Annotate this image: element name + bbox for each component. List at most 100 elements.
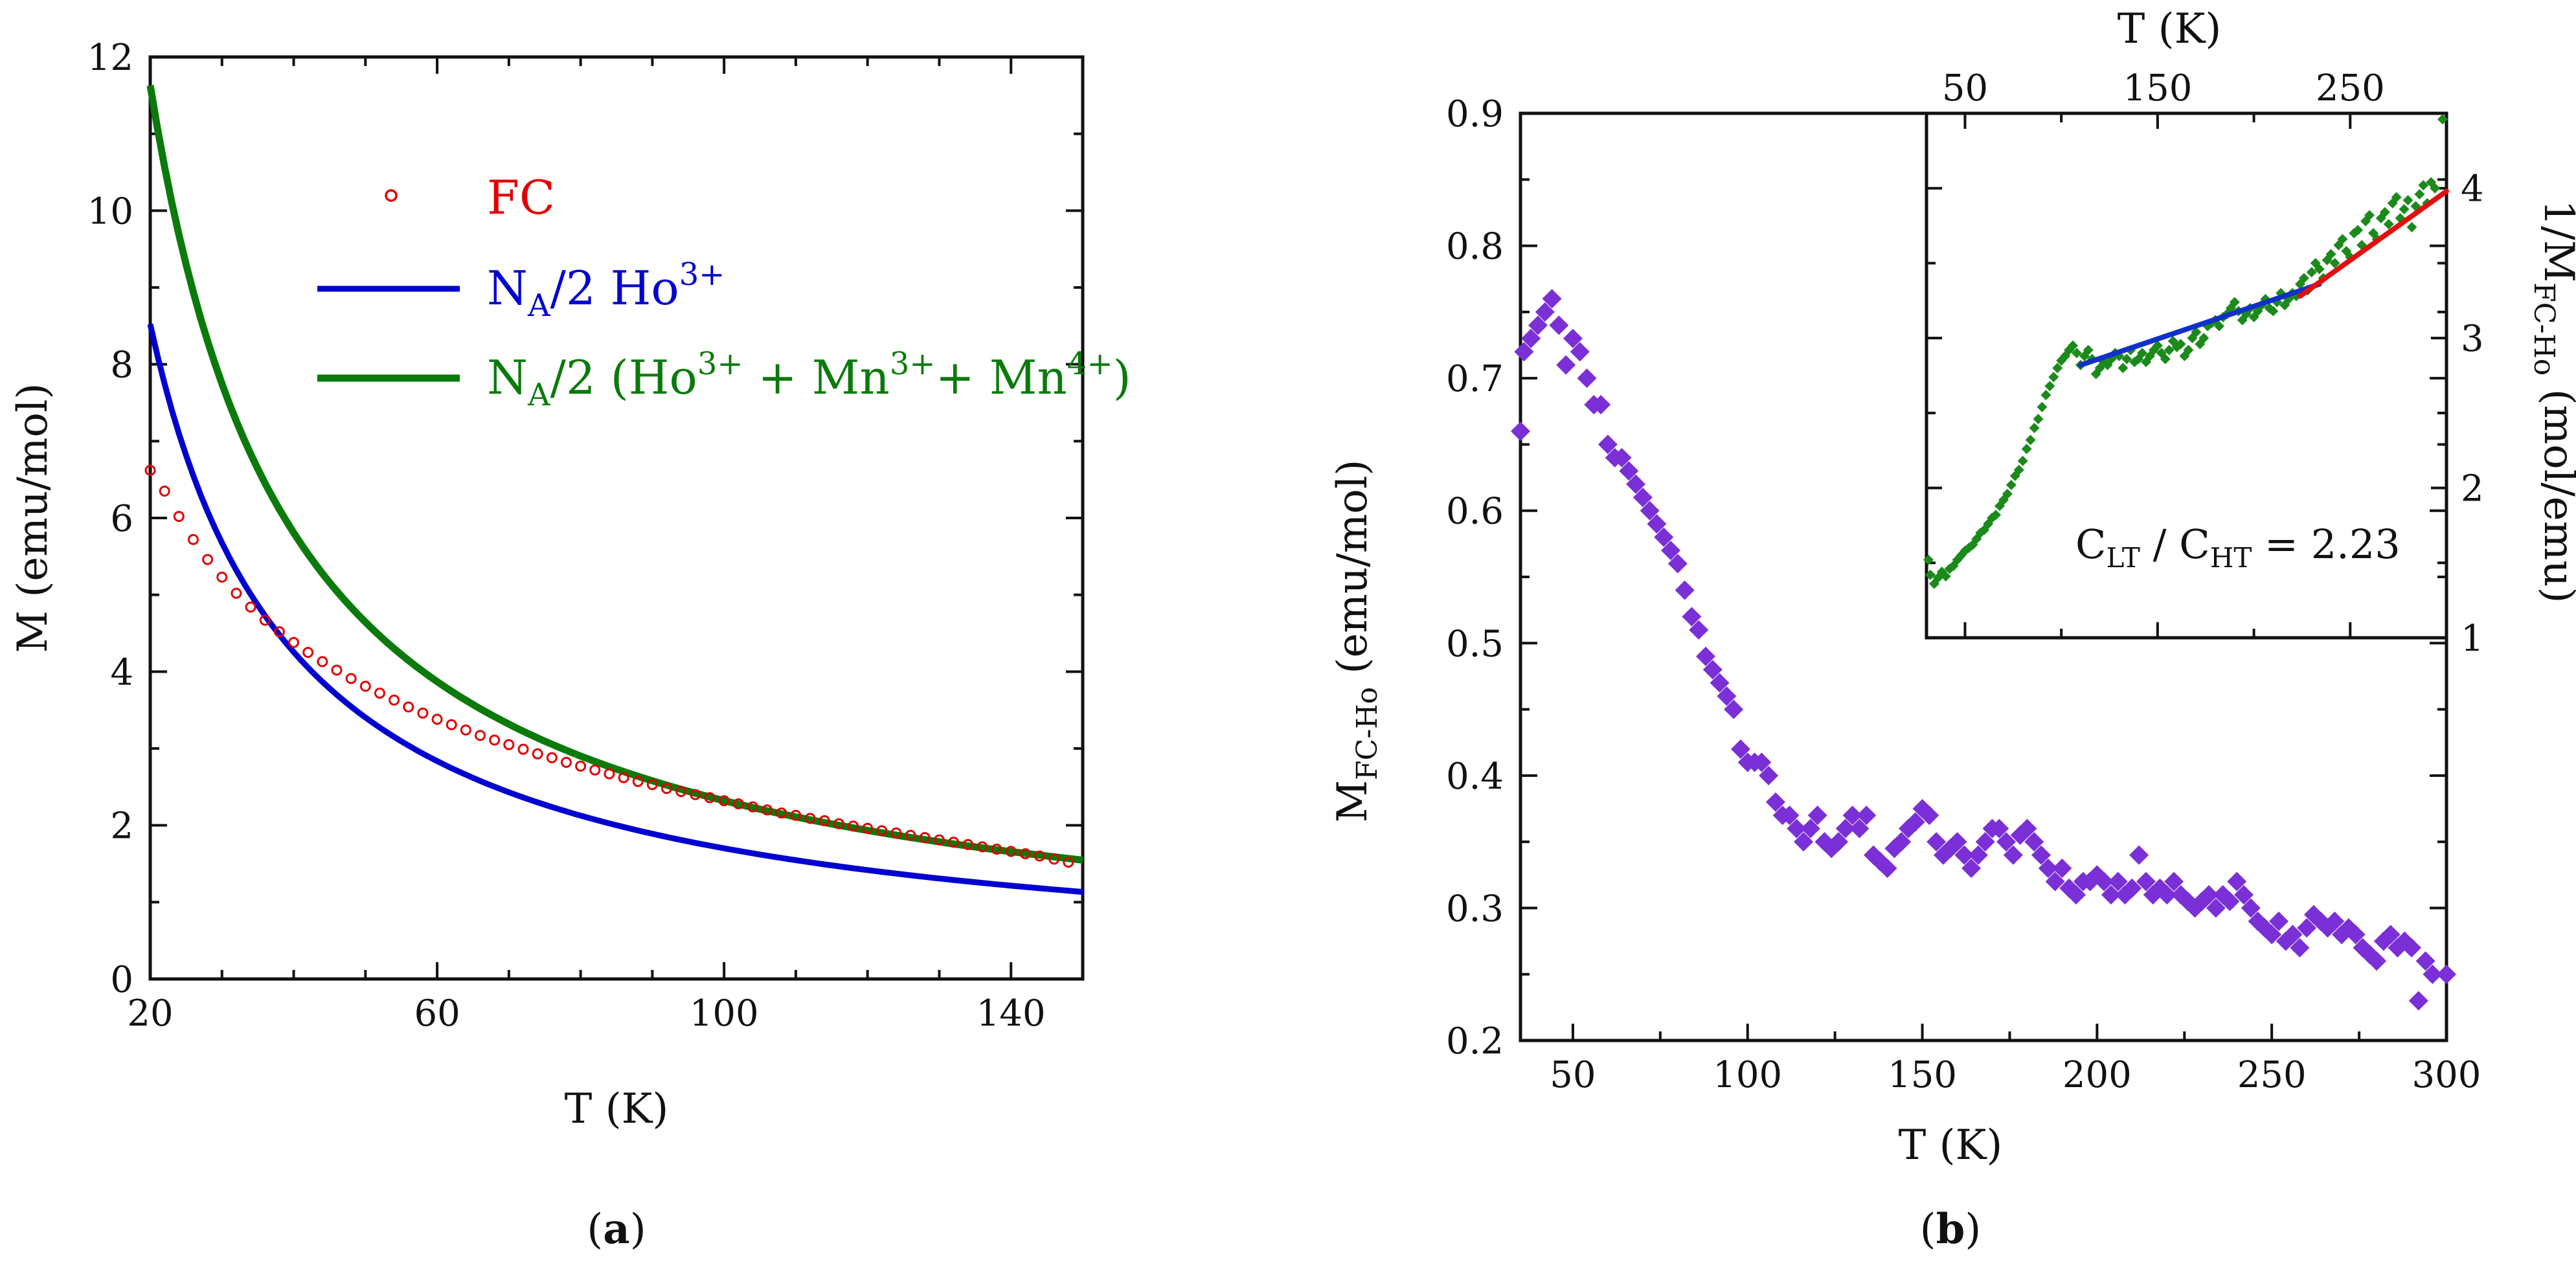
panel-a-fc-point [417,707,429,719]
inset-data-point [1925,569,1936,580]
panel-b-data-point [1892,832,1912,852]
panel-b-data-point [1842,805,1862,826]
inset-data-point [2325,249,2336,260]
panel-a-fc-point [661,783,673,794]
inset-data-point [2002,488,2013,499]
panel-b-data-point [1556,355,1576,375]
panel-a-fc-point [1019,848,1031,860]
panel-a-fc-point [187,534,199,545]
panel-a-fc-point [288,636,300,648]
panel-b-data-point [2345,925,2366,945]
panel-b-data-point [2017,818,2037,838]
panel-b-data-point [2052,859,2072,879]
panel-b-data-point [2283,925,2303,945]
panel-b-data-point [1996,832,2017,852]
panel-a-fc-point [732,798,744,809]
panel-b-data-point [1877,859,1897,879]
panel-a-fc-point [216,571,228,583]
panel-b-data-point [1905,812,1925,832]
panel-a-xtick-label: 60 [414,993,460,1035]
panel-b-data-point [1514,342,1534,362]
panel-b-data-point [2157,884,2177,905]
panel-a-fc-point [560,756,572,768]
panel-b-data-point [1787,818,1807,838]
panel-b-ytick-label: 0.7 [1446,358,1504,400]
inset-data-point [2137,348,2148,359]
inset-frame [1925,111,2448,640]
panel-b-data-point [1640,501,1660,521]
panel-b-ytick-label: 0.4 [1446,756,1504,798]
panel-b-data-point [2129,845,2149,865]
panel-b-xtick-label: 200 [2062,1054,2132,1096]
panel-b-data-point [2038,859,2058,879]
inset-data-point [2048,372,2059,383]
inset-data-point [2021,444,2032,455]
panel-b-data-point [1724,699,1744,719]
panel-a-fc-point [1048,853,1060,865]
panel-a-xlabel: T (K) [565,1085,669,1133]
panel-a-fc-point [331,664,343,676]
panel-b-data-point [2380,925,2401,945]
panel-a-fc-point [231,587,242,599]
panel-b-data-point [2122,878,2142,898]
panel-b-data-point [1521,328,1541,348]
legend-fc-label: FC [487,170,555,225]
panel-b-data-point [1647,514,1667,534]
panel-a-fc-point [618,772,629,783]
panel-a-ytick-label: 6 [110,498,133,540]
panel-a-fc-point [317,656,328,668]
panel-b-data-point [2234,884,2254,905]
panel-a-legend: FC NA/2 Ho3+ NA/2 (Ho3+ + Mn3++ Mn4+) [317,170,1131,413]
panel-b-data-point [1511,421,1530,441]
panel-a-fc-point [202,554,214,565]
panel-b-xtick-label: 300 [2412,1054,2481,1096]
panel-b-data-point [1612,447,1632,467]
inset-data-point [1991,510,2002,521]
panel-b-data-point [1626,474,1646,494]
inset-ytick-label: 4 [2461,168,2484,210]
inset-data-point [2406,221,2417,232]
inset-data-point [2152,340,2163,351]
inset-data-point [2430,183,2441,194]
panel-b-data-point [2108,872,2128,892]
panel-b-data-point [1577,368,1597,388]
panel-b-data-point [2415,951,2435,971]
panel-a-fc-point [675,785,687,797]
panel-a-fc-point [948,837,960,848]
inset-data-point [2353,225,2364,236]
panel-b-data-point [1633,488,1653,508]
inset-data-point [2029,423,2040,433]
legend-ho-label: NA/2 Ho3+ [487,256,725,324]
panel-a-fc-point [646,779,658,791]
panel-a-fc-point [933,834,945,846]
panel-a-fc-point [962,838,974,850]
panel-a-fc-point [747,801,758,813]
panel-a-fc-point [890,827,902,839]
panel-b-data-point [1549,315,1569,335]
panel-a-fc-point [876,825,888,837]
panel-a-fc-point [862,822,874,834]
panel-b-data-point [1800,818,1820,838]
panel-b-frame [1519,111,2448,1042]
panel-b-data-point [1807,805,1827,826]
panel-b-data-point [1667,554,1688,574]
panel-a-ytick-label: 4 [110,651,133,693]
panel-a-tag: (a) [587,1205,646,1254]
panel-b-data-point [1926,832,1947,852]
inset-data-point [2214,321,2225,332]
inset-data-point [2191,326,2202,337]
inset-data-point [2083,344,2094,355]
panel-b-data-point [1961,859,1982,879]
inset-ratio-annotation: CLT / CHT = 2.23 [2075,521,2401,574]
inset-data-point [2337,234,2348,245]
panel-a-ytick-label: 2 [110,805,133,848]
panel-b-data-point [2402,938,2422,958]
panel-b-data-point [1591,395,1611,415]
inset-data-point [2013,464,2024,475]
inset-data-point [2399,204,2410,215]
panel-b-data-point [2031,845,2051,865]
panel-a-fc-point [273,626,285,638]
panel-a-fc-point [345,673,357,684]
panel-b-data-point [1759,765,1779,785]
